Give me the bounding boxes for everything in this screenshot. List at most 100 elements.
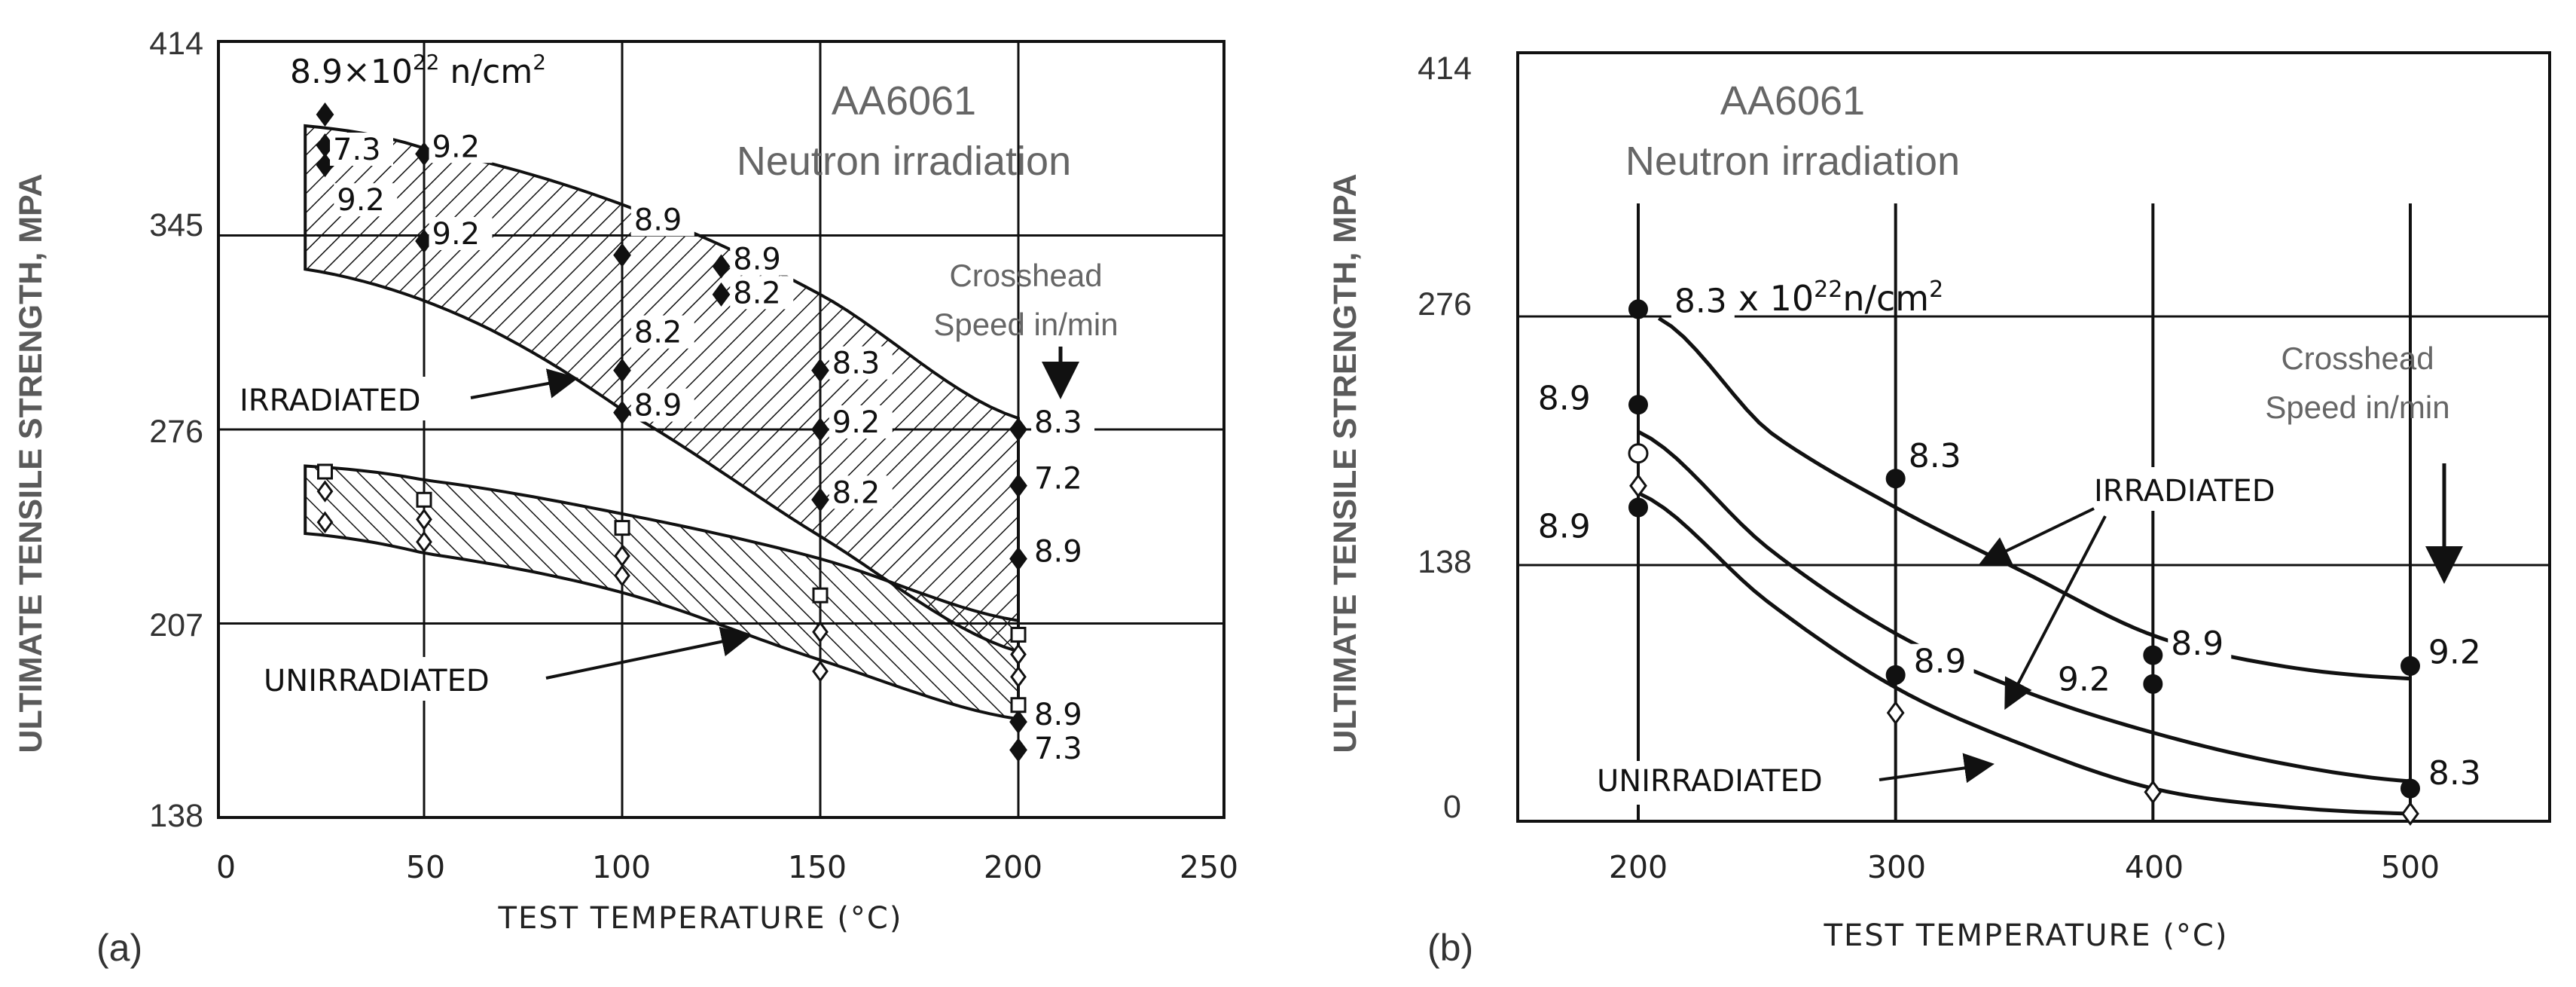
chart-a-irradiated-label: IRRADIATED	[240, 383, 421, 418]
chart-b-unirradiated-arrow	[1879, 753, 1995, 784]
chart-a-unirradiated-point	[416, 491, 432, 508]
chart-a-point-label: 8.2	[832, 475, 881, 510]
chart-a-unirradiated-point	[812, 660, 829, 683]
chart-a-unirradiated-point	[1010, 697, 1027, 714]
chart-b-point-label: 8.9	[2171, 625, 2223, 663]
chart-b-fluence-exp: 22	[1814, 277, 1842, 303]
chart-b-open-point	[1628, 443, 1649, 464]
chart-a-yticks: 138 207 276 345 414	[149, 26, 203, 834]
chart-b-curve-unirradiated	[1637, 491, 2411, 816]
chart-a-irradiated-point	[1009, 738, 1027, 762]
chart-a-point-label: 8.9	[1034, 698, 1082, 732]
chart-a-unirradiated-point	[812, 587, 829, 604]
chart-a-point-label-bg	[1031, 461, 1095, 495]
chart-a-irradiated-point	[1009, 473, 1027, 498]
chart-a-xtick-250: 250	[1180, 849, 1238, 885]
chart-a-point-label-bg	[829, 346, 893, 380]
chart-a-crosshead-line1: Crosshead	[949, 258, 1102, 293]
chart-b-point-labels: 8.3 8.9 8.9 8.3 8.9 8.9 9.2 9.2 8.3	[1534, 282, 2489, 793]
chart-a-unirradiated-arrow	[545, 626, 752, 680]
chart-a-ytick-345: 345	[149, 207, 203, 243]
chart-a-point-label: 9.2	[337, 183, 385, 218]
chart-a-xtick-50: 50	[406, 849, 445, 885]
chart-a-point-label: 9.2	[432, 217, 481, 252]
chart-b-panel-label: (b)	[1427, 927, 1473, 969]
chart-b-filled-point	[2143, 645, 2163, 665]
chart-a-point-label-bg	[730, 242, 794, 276]
chart-a-point-label-bg	[630, 388, 694, 422]
chart-a-irradiated-point	[811, 487, 829, 512]
chart-a-fluence-unit-exp: 2	[533, 50, 546, 75]
chart-a-point-label: 8.9	[634, 203, 682, 237]
chart-b-irradiated-label-bg	[2090, 467, 2330, 511]
chart-a-point-label-bg	[1031, 534, 1095, 568]
chart-a-ytick-207: 207	[149, 607, 203, 643]
chart-a-irradiated-label-bg	[235, 377, 462, 420]
chart-a-irradiated-arrow	[470, 368, 578, 399]
chart-a-xticks: 0 50 100 150 200 250	[216, 849, 1238, 885]
chart-b-irradiated-label: IRRADIATED	[2094, 474, 2275, 509]
chart-b-points	[1628, 299, 2420, 827]
chart-a-point-label: 8.2	[634, 316, 682, 350]
chart-b-xtick-400: 400	[2125, 849, 2184, 885]
chart-a-xtick-150: 150	[788, 849, 847, 885]
chart-a-unirradiated-label: UNIRRADIATED	[264, 664, 490, 698]
chart-b-xlabel: TEST TEMPERATURE (°C)	[1824, 918, 2229, 953]
chart-b-filled-point	[1885, 469, 1906, 489]
chart-b-title-line1: AA6061	[1720, 78, 1865, 124]
chart-a-unirradiated-point	[1010, 643, 1027, 666]
chart-b-crosshead-line1: Crosshead	[2281, 341, 2434, 376]
chart-b-frame	[1516, 51, 2551, 823]
chart-b-irradiated-arrow-1	[1979, 507, 2095, 565]
chart-b-filled-point	[1628, 497, 1648, 518]
chart-a-irradiated-point	[613, 400, 631, 425]
chart-a-point-label-bg	[1031, 405, 1095, 438]
chart-a-irradiated-point	[1009, 710, 1027, 735]
chart-a-ytick-414: 414	[149, 26, 203, 62]
chart-a-point-label-bg	[334, 183, 398, 217]
chart-b-filled-point	[2401, 778, 2420, 799]
chart-b-point-label: 8.3	[1909, 437, 1961, 475]
chart-b-point-label-bg	[1534, 380, 1598, 416]
chart-a-point-labels: 7.39.29.29.2 8.98.28.98.98.28.39.28.28.37…	[330, 130, 1095, 766]
chart-b-point-label-bg	[1534, 509, 1598, 544]
chart-a-points	[316, 102, 1027, 762]
chart-b-ytick-0: 0	[1443, 789, 1461, 825]
chart-b-point-label: 8.3	[1674, 282, 1727, 320]
chart-a-unirradiated-point	[316, 480, 334, 503]
chart-a-ytick-276: 276	[149, 414, 203, 450]
chart-b-yticks: 0 138 276 414	[1418, 50, 1472, 825]
chart-a-unirradiated-point	[317, 463, 333, 480]
chart-b-point-label: 9.2	[2058, 661, 2111, 699]
chart-a-fluence-unit: n/cm	[439, 53, 533, 91]
chart-b-curve-irradiated-upper	[1657, 316, 2411, 681]
chart-b-point-label-bg	[2425, 755, 2489, 790]
chart-b-unirradiated-label-bg	[1593, 761, 1872, 805]
chart-b-open-point	[2144, 780, 2162, 805]
chart-a-point-label-bg	[730, 276, 794, 310]
chart-b-point-label-bg	[2054, 662, 2118, 697]
chart-a-irradiated-point	[613, 243, 631, 267]
chart-a-point-label-bg	[630, 203, 694, 237]
chart-a-unirradiated-point	[1010, 626, 1027, 643]
chart-a-point-label: 8.9	[634, 389, 682, 423]
chart-b-point-label-bg	[2425, 634, 2489, 670]
chart-a-point-label-bg	[1031, 731, 1095, 765]
chart-b-irradiated-arrow-2	[2004, 515, 2107, 710]
chart-a-fluence-label: 8.9×1022 n/cm2	[290, 50, 546, 91]
chart-a-title-line1: AA6061	[832, 78, 976, 124]
chart-b-crosshead-line2: Speed in/min	[2265, 390, 2449, 425]
chart-b-ytick-138: 138	[1418, 544, 1472, 580]
chart-b-ytick-276: 276	[1418, 286, 1472, 322]
chart-a-point-label: 7.2	[1034, 462, 1082, 497]
chart-a-point-label-bg	[1031, 698, 1095, 732]
chart-a-ylabel: ULTIMATE TENSILE STRENGTH, MPA	[13, 173, 49, 753]
chart-a-point-label-bg	[829, 475, 893, 509]
chart-a-point-label-bg	[429, 130, 493, 163]
chart-a-crosshead-line2: Speed in/min	[933, 307, 1118, 342]
chart-b-point-label-bg	[2168, 625, 2232, 661]
chart-a-ytick-138: 138	[149, 798, 203, 834]
chart-a-irradiated-point	[316, 102, 334, 127]
chart-a-unirradiated-point	[614, 564, 630, 587]
